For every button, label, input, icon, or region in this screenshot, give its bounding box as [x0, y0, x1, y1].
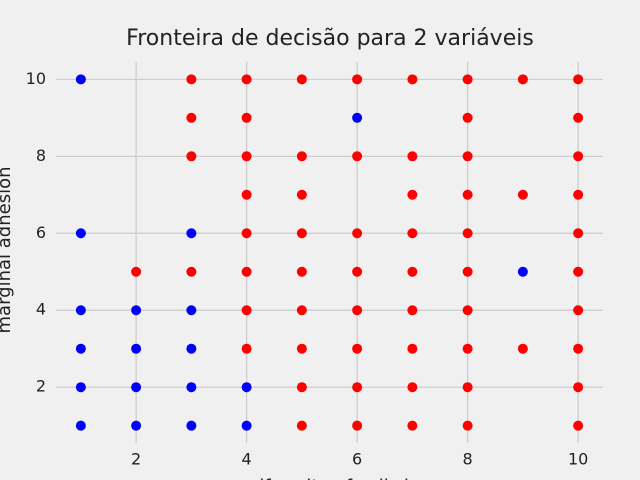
point — [517, 343, 528, 354]
point — [352, 343, 363, 354]
point — [186, 305, 197, 316]
point — [241, 266, 252, 277]
point — [573, 266, 584, 277]
point — [352, 112, 363, 123]
point — [407, 74, 418, 85]
point — [296, 382, 307, 393]
point — [186, 420, 197, 431]
point — [573, 420, 584, 431]
point — [407, 266, 418, 277]
point — [131, 420, 142, 431]
y-tick-label: 8 — [36, 146, 46, 165]
point — [186, 228, 197, 239]
point — [573, 151, 584, 162]
point — [296, 151, 307, 162]
y-tick-label: 6 — [36, 223, 46, 242]
x-tick-label: 2 — [131, 450, 141, 469]
x-tick-label: 10 — [568, 450, 588, 469]
point — [241, 305, 252, 316]
point — [462, 343, 473, 354]
point — [407, 420, 418, 431]
point — [462, 420, 473, 431]
point — [296, 266, 307, 277]
point — [296, 228, 307, 239]
point — [131, 305, 142, 316]
point — [352, 151, 363, 162]
point — [186, 382, 197, 393]
y-tick-label: 2 — [36, 377, 46, 396]
point — [186, 343, 197, 354]
point — [462, 74, 473, 85]
point — [573, 382, 584, 393]
point — [241, 74, 252, 85]
point — [296, 343, 307, 354]
point — [573, 305, 584, 316]
point — [407, 343, 418, 354]
point — [296, 189, 307, 200]
point — [241, 382, 252, 393]
point — [573, 189, 584, 200]
point — [517, 74, 528, 85]
point — [186, 112, 197, 123]
point — [517, 266, 528, 277]
point — [407, 189, 418, 200]
point — [75, 228, 86, 239]
point — [241, 189, 252, 200]
point — [75, 420, 86, 431]
y-axis-label: marginal adhesion — [0, 167, 15, 334]
point — [462, 228, 473, 239]
point — [296, 74, 307, 85]
point — [241, 151, 252, 162]
point — [407, 228, 418, 239]
point — [241, 420, 252, 431]
x-axis-label: uniformity of cell size — [237, 476, 430, 480]
x-tick-label: 6 — [352, 450, 362, 469]
point — [352, 228, 363, 239]
point — [573, 112, 584, 123]
point — [75, 343, 86, 354]
point — [462, 305, 473, 316]
point — [241, 112, 252, 123]
point — [296, 420, 307, 431]
point — [131, 266, 142, 277]
chart-title: Fronteira de decisão para 2 variáveis — [126, 26, 534, 51]
point — [462, 382, 473, 393]
point — [186, 151, 197, 162]
point — [462, 266, 473, 277]
point — [186, 74, 197, 85]
point — [407, 151, 418, 162]
x-tick-label: 4 — [242, 450, 252, 469]
point — [573, 74, 584, 85]
point — [75, 74, 86, 85]
point — [241, 228, 252, 239]
y-tick-label: 10 — [26, 69, 46, 88]
point — [352, 382, 363, 393]
point — [462, 189, 473, 200]
point — [573, 343, 584, 354]
point — [462, 151, 473, 162]
point — [131, 343, 142, 354]
point — [131, 382, 142, 393]
point — [186, 266, 197, 277]
point — [296, 305, 307, 316]
y-tick-label: 4 — [36, 300, 46, 319]
point — [462, 112, 473, 123]
point — [75, 382, 86, 393]
x-tick-label: 8 — [463, 450, 473, 469]
point — [352, 266, 363, 277]
point — [241, 343, 252, 354]
point — [352, 305, 363, 316]
point — [75, 305, 86, 316]
point — [352, 420, 363, 431]
point — [517, 189, 528, 200]
point — [407, 382, 418, 393]
point — [352, 74, 363, 85]
point — [407, 305, 418, 316]
point — [573, 228, 584, 239]
